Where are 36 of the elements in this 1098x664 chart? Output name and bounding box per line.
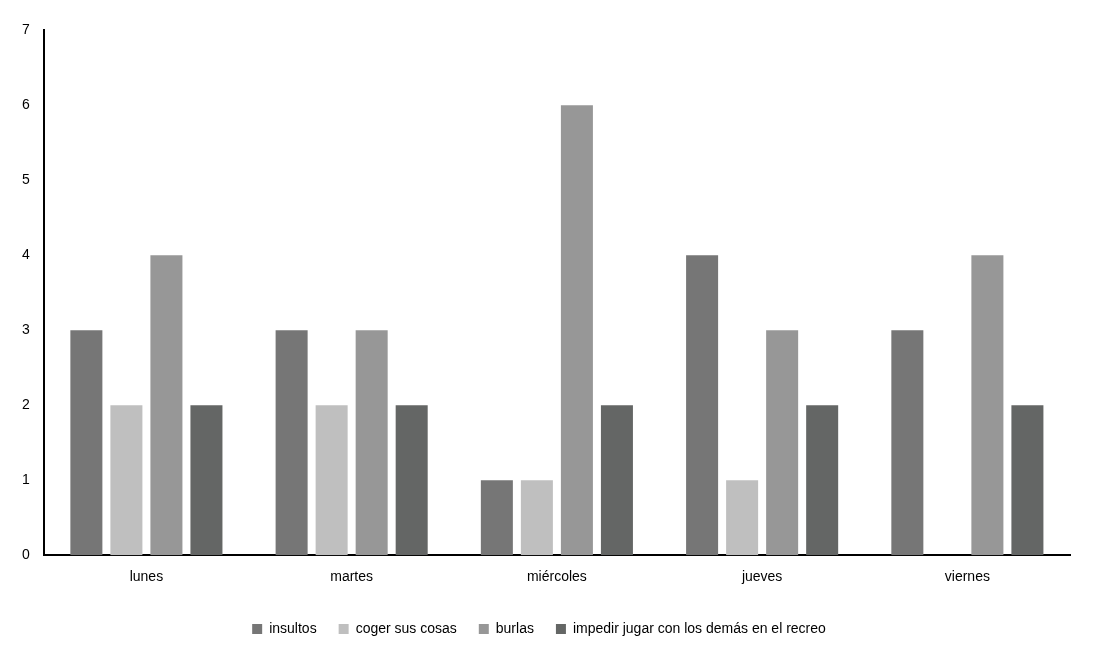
x-tick-label: jueves [740, 568, 783, 585]
bar [150, 255, 183, 556]
bar [190, 405, 223, 556]
bar [891, 330, 924, 556]
bar [766, 330, 799, 556]
y-tick-label: 3 [21, 321, 30, 338]
x-tick-label: viernes [944, 568, 990, 585]
bar [395, 405, 428, 556]
x-tick-label: miércoles [526, 568, 587, 585]
legend-label: coger sus cosas [355, 619, 457, 636]
y-tick-label: 2 [21, 396, 30, 413]
bar [600, 405, 633, 556]
bar [520, 480, 553, 556]
x-tick-label: lunes [129, 568, 164, 585]
bar [355, 330, 388, 556]
legend-label: burlas [495, 619, 534, 636]
bar [726, 480, 759, 556]
bar [686, 255, 719, 556]
x-tick-label: martes [330, 568, 374, 585]
bar [110, 405, 143, 556]
bar [275, 330, 308, 556]
y-tick-label: 6 [21, 96, 30, 113]
bar [70, 330, 103, 556]
y-tick-label: 4 [21, 246, 30, 263]
bar [480, 480, 513, 556]
bar [971, 255, 1004, 556]
legend-label: insultos [269, 619, 317, 636]
bar [1011, 405, 1044, 556]
bar [560, 105, 593, 556]
y-tick-label: 1 [21, 471, 30, 488]
bar [806, 405, 839, 556]
y-tick-label: 5 [21, 171, 30, 188]
y-tick-label: 7 [21, 21, 30, 38]
legend-label: impedir jugar con los demás en el recreo [572, 619, 827, 636]
y-tick-label: 0 [21, 546, 30, 563]
bar [315, 405, 348, 556]
